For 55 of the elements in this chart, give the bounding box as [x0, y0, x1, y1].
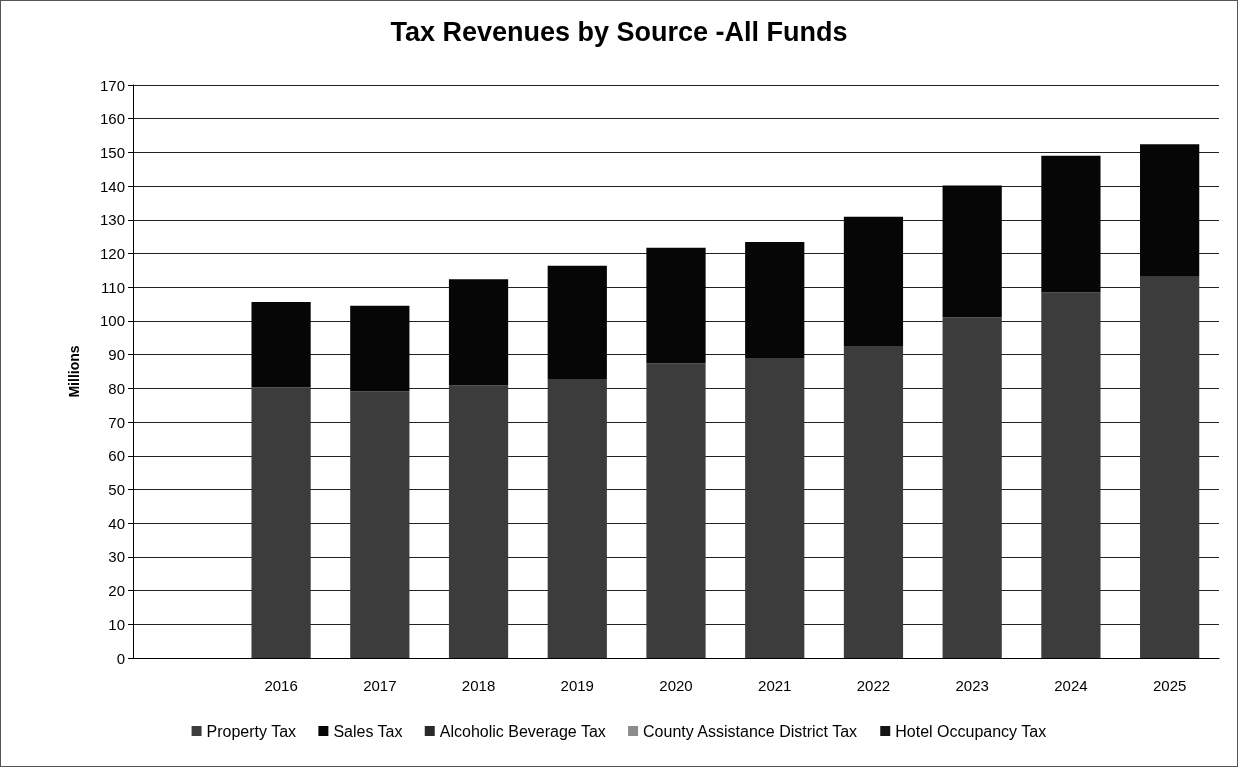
x-tick-label: 2017 [363, 677, 397, 694]
bar [350, 391, 410, 658]
bar [251, 302, 311, 388]
bar [547, 378, 607, 658]
y-tick-label: 50 [108, 480, 125, 498]
y-tick-label: 70 [108, 413, 125, 431]
legend-label: Sales Tax [333, 722, 403, 740]
y-tick-label: 140 [99, 177, 125, 195]
x-tick-label: 2019 [560, 677, 594, 694]
y-tick-label: 10 [108, 615, 125, 633]
y-tick-label: 170 [99, 76, 125, 94]
bar [1041, 292, 1101, 658]
y-tick-label: 130 [99, 211, 125, 229]
bar [843, 216, 904, 346]
y-tick-label: 80 [108, 379, 125, 397]
bar [448, 385, 509, 658]
x-tick-label: 2021 [758, 677, 792, 694]
legend-label: Alcoholic Beverage Tax [439, 722, 606, 740]
legend-label: County Assistance District Tax [643, 722, 858, 740]
bar [745, 358, 805, 658]
bar [646, 247, 706, 364]
bar [1140, 276, 1200, 658]
y-tick-label: 160 [99, 110, 125, 128]
bar [745, 242, 805, 359]
bar [942, 185, 1002, 318]
bar [1041, 155, 1101, 293]
legend-label: Hotel Occupancy Tax [895, 722, 1047, 740]
y-tick-label: 150 [99, 143, 125, 161]
y-tick-label: 30 [108, 548, 125, 566]
bar [942, 317, 1002, 658]
x-tick-label: 2020 [659, 677, 693, 694]
y-tick-label: 110 [101, 278, 125, 296]
y-tick-label: 60 [108, 447, 125, 465]
y-axis-title: Millions [66, 345, 82, 398]
x-tick-label: 2025 [1152, 677, 1187, 694]
bar [646, 363, 706, 658]
bar [547, 265, 607, 379]
bar [1140, 144, 1200, 277]
x-tick-label: 2024 [1054, 677, 1088, 694]
x-tick-label: 2023 [955, 677, 989, 694]
y-tick-label: 20 [108, 582, 125, 600]
x-tick-label: 2022 [856, 677, 891, 694]
bar [843, 345, 904, 658]
x-tick-label: 2018 [461, 677, 496, 694]
y-tick-label: 40 [108, 514, 125, 532]
y-tick-label: 0 [116, 649, 125, 667]
y-tick-label: 90 [108, 346, 125, 364]
x-tick-label: 2016 [264, 677, 298, 694]
y-tick-label: 100 [99, 312, 125, 330]
bar [350, 305, 410, 392]
bar [448, 279, 509, 386]
bar [251, 387, 311, 658]
y-tick-label: 120 [99, 245, 125, 263]
legend-label: Property Tax [206, 722, 297, 740]
chart-title: Tax Revenues by Source -All Funds [390, 16, 848, 47]
